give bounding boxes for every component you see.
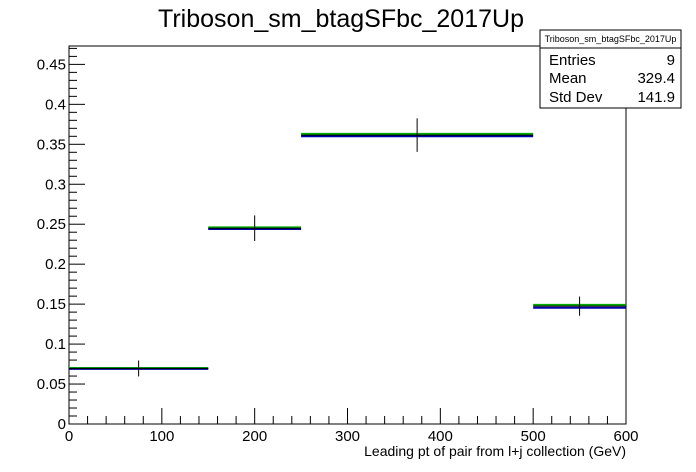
y-tick-label: 0.1 <box>45 336 66 353</box>
x-tick-label: 300 <box>335 428 360 445</box>
y-tick-label: 0.2 <box>45 256 66 273</box>
stats-box: Triboson_sm_btagSFbc_2017Up Entries 9 Me… <box>539 29 682 109</box>
chart-title: Triboson_sm_btagSFbc_2017Up <box>158 5 524 33</box>
x-tick-label: 500 <box>521 428 546 445</box>
stats-entries-label: Entries <box>549 52 596 69</box>
stats-stddev-label: Std Dev <box>549 89 603 106</box>
y-tick-label: 0.25 <box>37 216 66 233</box>
stats-mean-value: 329.4 <box>637 70 675 87</box>
series-layer <box>69 118 626 377</box>
y-tick-label: 0.45 <box>37 56 66 73</box>
stats-title: Triboson_sm_btagSFbc_2017Up <box>545 34 677 44</box>
x-tick-label: 400 <box>428 428 453 445</box>
y-tick-label: 0.4 <box>45 96 66 113</box>
x-tick-label: 100 <box>149 428 174 445</box>
x-tick-label: 200 <box>242 428 267 445</box>
y-tick-label: 0.3 <box>45 176 66 193</box>
stats-mean-label: Mean <box>549 70 587 87</box>
x-tick-label: 600 <box>613 428 638 445</box>
y-tick-label: 0.05 <box>37 376 66 393</box>
stats-entries-value: 9 <box>667 52 675 69</box>
y-axis: 0 0.05 0.1 0.15 0.2 0.25 0.3 0.35 0.4 0.45 <box>37 47 85 433</box>
x-axis: 0 100 200 300 400 500 600 <box>65 408 639 445</box>
y-tick-label: 0 <box>58 416 66 433</box>
stats-box-border <box>539 29 682 109</box>
y-tick-label: 0.15 <box>37 296 66 313</box>
y-tick-label: 0.35 <box>37 136 66 153</box>
stats-stddev-value: 141.9 <box>637 89 675 106</box>
x-axis-label: Leading pt of pair from l+j collection (… <box>364 443 626 459</box>
x-tick-label: 0 <box>65 428 73 445</box>
